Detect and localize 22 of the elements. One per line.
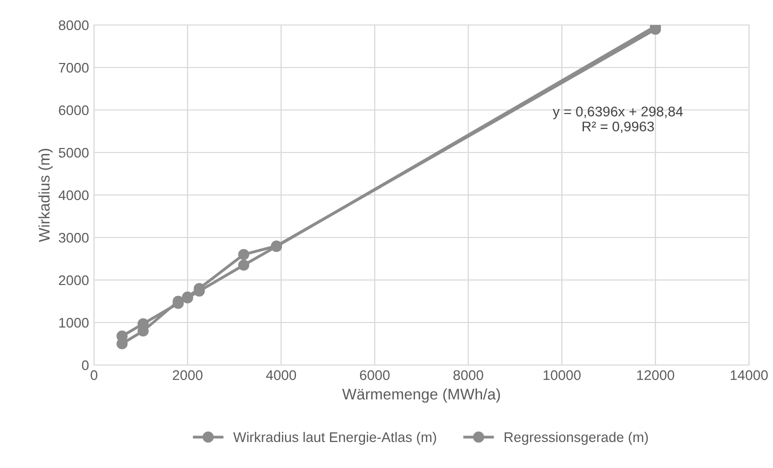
x-axis-title: Wärmemenge (MWh/a)	[342, 388, 500, 403]
x-tick-label: 6000	[360, 370, 390, 380]
x-tick-label: 2000	[172, 370, 202, 380]
y-axis-title: Wirkadius (m)	[38, 148, 53, 242]
x-tick-label: 12000	[637, 370, 674, 380]
legend-label: Wirkradius laut Energie-Atlas (m)	[233, 432, 436, 445]
legend-label: Regressionsgerade (m)	[504, 432, 648, 445]
y-tick-label: 6000	[58, 105, 89, 116]
y-tick-label: 2000	[58, 275, 89, 286]
y-tick-label: 7000	[58, 62, 89, 73]
x-tick-label: 8000	[453, 370, 484, 380]
y-tick-label: 4000	[58, 190, 89, 200]
x-tick-label: 14000	[730, 370, 768, 380]
x-tick-label: 4000	[266, 370, 296, 380]
x-tick-label: 10000	[544, 370, 581, 380]
y-tick-label: 8000	[58, 20, 89, 30]
x-tick-label: 0	[90, 370, 98, 380]
y-tick-label: 1000	[59, 318, 89, 328]
y-tick-label: 0	[82, 360, 89, 370]
y-tick-label: 3000	[58, 232, 89, 243]
y-tick-label: 5000	[58, 148, 89, 158]
annotation: y = 0,6396x + 298,84 R² = 0,9963	[552, 106, 683, 134]
